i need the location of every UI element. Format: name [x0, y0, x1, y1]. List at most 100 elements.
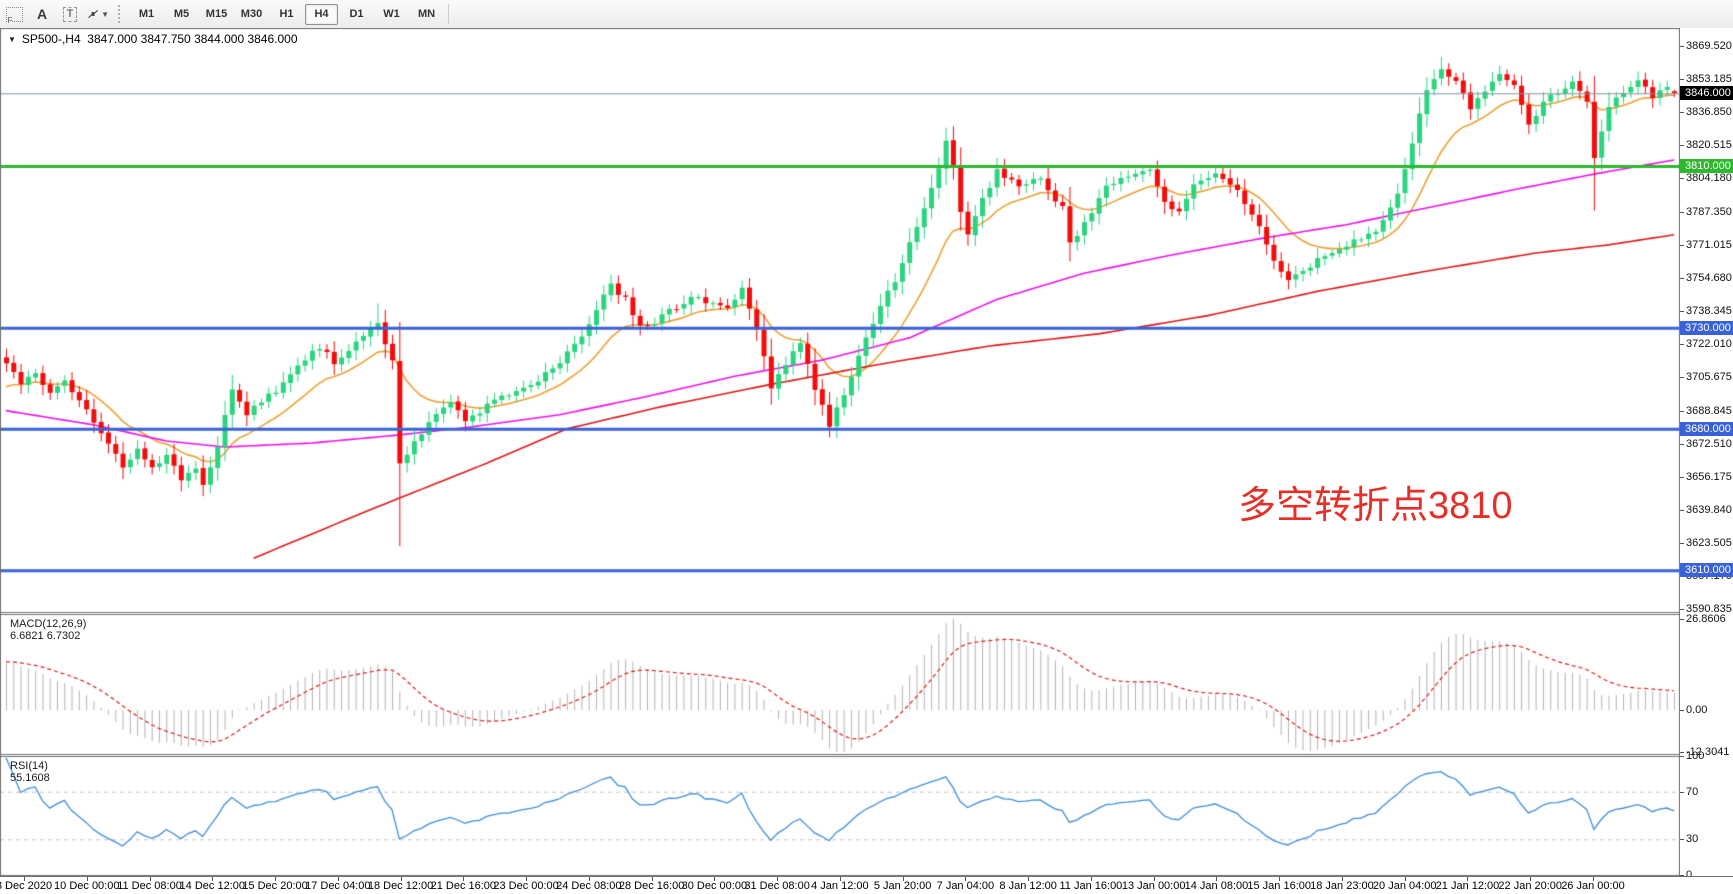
time-axis-label: 4 Jan 12:00 — [811, 880, 869, 892]
timeframe-button-m1[interactable]: M1 — [138, 8, 155, 20]
time-axis-label: 20 Jan 04:00 — [1372, 880, 1437, 892]
timeframe-button-mn[interactable]: MN — [417, 8, 436, 20]
rsi-axis-tick: 70 — [1679, 785, 1699, 798]
time-axis-tickmark — [86, 877, 88, 881]
price-axis-tick: 3639.840 — [1680, 504, 1732, 517]
time-axis-label: 26 Jan 00:00 — [1561, 880, 1625, 892]
time-axis-tickmark — [839, 877, 841, 881]
time-axis-label: 7 Jan 04:00 — [936, 880, 995, 892]
time-axis-label: 15 Jan 16:00 — [1247, 880, 1311, 892]
price-annotation-text: 多空转折点3810 — [1238, 485, 1513, 527]
time-axis-tickmark — [1404, 877, 1406, 881]
macd-axis-tick: 26.8606 — [1680, 613, 1726, 625]
chart-menu-caret-icon[interactable]: ▼ — [8, 35, 16, 44]
time-axis-tickmark — [149, 877, 151, 881]
time-axis[interactable]: 8 Dec 2020 10 Dec 00:00 11 Dec 08:00 14 Dec… — [0, 876, 1733, 894]
text-tool-icon[interactable]: T — [58, 3, 82, 25]
time-axis-tickmark — [714, 877, 716, 881]
time-axis-label: 30 Dec 00:00 — [681, 880, 748, 892]
price-axis-tick: 3688.845 — [1680, 404, 1732, 417]
time-axis-tickmark — [24, 877, 25, 881]
timeframe-button-h4[interactable]: H4 — [305, 3, 338, 25]
time-axis-label: 23 Dec 00:00 — [493, 880, 559, 892]
time-axis-label: 11 Dec 08:00 — [117, 880, 182, 892]
rsi-indicator-label: RSI(14) 55.1608 — [10, 760, 50, 784]
timeframe-button-h1[interactable]: H1 — [279, 8, 294, 20]
time-axis-tickmark — [1279, 877, 1281, 881]
price-axis-tick: 3623.505 — [1680, 537, 1732, 550]
time-axis-label: 13 Jan 00:00 — [1121, 880, 1186, 892]
chevron-down-icon: ▼ — [101, 9, 109, 19]
price-axis-tick: 3869.520 — [1680, 39, 1732, 52]
time-axis-tickmark — [902, 877, 904, 881]
time-axis-label: 18 Dec 12:00 — [367, 880, 434, 892]
time-axis-tickmark — [651, 877, 653, 881]
ohlc-values: 3847.000 3847.750 3844.000 3846.000 — [87, 32, 298, 46]
price-axis-tick: 3836.850 — [1680, 105, 1732, 118]
toolbar-separator — [448, 4, 449, 24]
time-axis-label: 8 Jan 12:00 — [999, 880, 1057, 892]
time-axis-tickmark — [1090, 877, 1092, 881]
time-axis-tickmark — [1153, 877, 1155, 881]
time-axis-tickmark — [400, 877, 402, 881]
time-axis-label: 28 Dec 16:00 — [618, 880, 685, 892]
timeframe-button-m5[interactable]: M5 — [173, 8, 190, 20]
time-axis-tickmark — [1467, 877, 1469, 881]
macd-axis-tick: -12.3041 — [1679, 746, 1730, 758]
rsi-axis-tick: 30 — [1679, 833, 1699, 846]
time-axis-label: 8 Dec 2020 — [0, 880, 53, 892]
time-axis-label: 10 Dec 00:00 — [54, 880, 120, 892]
symbol-period: SP500-,H4 — [21, 32, 81, 46]
time-axis-tickmark — [777, 877, 779, 881]
time-axis-label: 22 Jan 20:00 — [1498, 880, 1563, 892]
dotted-grid-icon: F — [5, 6, 23, 24]
price-axis-tick: 3754.680 — [1680, 271, 1732, 284]
rsi-axis-tick: 100 — [1679, 750, 1705, 762]
time-axis-tickmark — [1216, 877, 1218, 881]
time-axis-tickmark — [212, 877, 214, 881]
chart-template-icon[interactable]: F — [2, 3, 26, 25]
price-axis-tick: 3656.175 — [1680, 471, 1732, 484]
time-axis-label: 15 Dec 20:00 — [242, 880, 308, 892]
time-axis-tickmark — [1028, 877, 1030, 881]
time-axis-label: 21 Dec 16:00 — [430, 880, 497, 892]
timeframe-button-m30[interactable]: M30 — [240, 8, 263, 20]
price-axis-tick: 3705.675 — [1680, 370, 1732, 383]
time-axis-tickmark — [965, 877, 967, 881]
time-axis-label: 17 Dec 04:00 — [305, 880, 371, 892]
timeframe-button-w1[interactable]: W1 — [383, 8, 400, 20]
time-axis-tickmark — [275, 877, 277, 881]
price-axis-tick: 3853.185 — [1680, 72, 1732, 85]
time-axis-tickmark — [1341, 877, 1343, 881]
price-axis-tick: 3804.180 — [1680, 171, 1732, 184]
time-axis-label: 5 Jan 20:00 — [873, 880, 932, 892]
time-axis-tickmark — [588, 877, 590, 881]
top-toolbar: F A T ▼ M1 M5 M15 M30 H1 H4 D1 W1 MN — [0, 0, 1733, 29]
line-studies-icon[interactable]: ▼ — [86, 3, 110, 25]
time-axis-label: 18 Jan 23:00 — [1310, 880, 1374, 892]
timeframe-button-d1[interactable]: D1 — [349, 8, 364, 20]
rsi-axis-tick: 0 — [1679, 869, 1693, 881]
time-axis-label: 31 Dec 08:00 — [744, 880, 810, 892]
time-axis-label: 11 Jan 16:00 — [1059, 880, 1123, 892]
price-axis-tick: 3590.835 — [1680, 603, 1732, 616]
price-axis[interactable]: 3869.520 3853.185 3836.850 3820.515 3804.180… — [1679, 28, 1733, 881]
time-axis-tickmark — [1530, 877, 1532, 881]
time-axis-label: 24 Dec 08:00 — [556, 880, 622, 892]
text-label-icon[interactable]: A — [36, 6, 48, 22]
timeframe-button-group: M1 M5 M15 M30 H1 H4 D1 W1 MN — [129, 3, 444, 25]
price-axis-tick: 3787.350 — [1680, 205, 1732, 218]
price-axis-tick: 3672.510 — [1680, 437, 1732, 450]
timeframe-button-m15[interactable]: M15 — [205, 8, 228, 20]
macd-indicator-label: MACD(12,26,9) 6.6821 6.7302 — [10, 618, 87, 642]
double-arrow-icon — [88, 9, 98, 19]
toolbar-grip[interactable] — [118, 5, 123, 23]
price-axis-tick: 3771.015 — [1680, 238, 1732, 251]
time-axis-tickmark — [463, 877, 465, 881]
chart-title: ▼ SP500-,H4 3847.000 3847.750 3844.000 38… — [8, 32, 298, 46]
current-price-badge: 3846.000 — [1680, 86, 1733, 101]
price-axis-tick: 3820.515 — [1680, 138, 1732, 151]
price-chart-canvas[interactable] — [0, 28, 1680, 876]
price-level-badge: 3680.000 — [1680, 421, 1733, 436]
